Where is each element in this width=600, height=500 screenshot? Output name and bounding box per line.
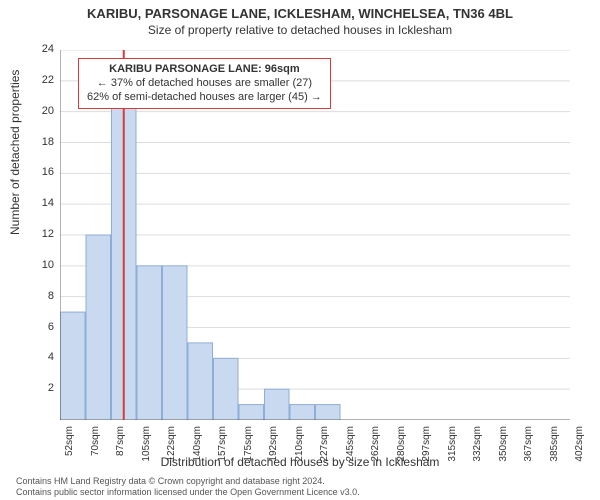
marker-callout: KARIBU PARSONAGE LANE: 96sqm ← 37% of de… xyxy=(78,58,331,109)
histogram-bar xyxy=(316,405,341,420)
page-title: KARIBU, PARSONAGE LANE, ICKLESHAM, WINCH… xyxy=(0,6,600,21)
y-tick-label: 8 xyxy=(14,290,54,302)
histogram-bar xyxy=(163,266,188,420)
y-tick-label: 22 xyxy=(14,74,54,86)
histogram-bar xyxy=(265,389,290,420)
page-subtitle: Size of property relative to detached ho… xyxy=(0,23,600,37)
histogram-bar xyxy=(188,343,213,420)
attribution-footer: Contains HM Land Registry data © Crown c… xyxy=(16,476,360,497)
y-tick-label: 16 xyxy=(14,166,54,178)
y-tick-label: 10 xyxy=(14,259,54,271)
footer-line2: Contains public sector information licen… xyxy=(16,487,360,497)
y-tick-label: 4 xyxy=(14,351,54,363)
x-axis-label: Distribution of detached houses by size … xyxy=(0,455,600,469)
histogram-bar xyxy=(137,266,162,420)
y-tick-label: 2 xyxy=(14,382,54,394)
histogram-bar xyxy=(290,405,315,420)
y-tick-label: 20 xyxy=(14,105,54,117)
y-tick-label: 18 xyxy=(14,136,54,148)
callout-line-smaller: ← 37% of detached houses are smaller (27… xyxy=(87,77,322,91)
histogram-bar xyxy=(214,358,239,420)
footer-line1: Contains HM Land Registry data © Crown c… xyxy=(16,476,360,486)
y-tick-label: 6 xyxy=(14,321,54,333)
y-tick-label: 24 xyxy=(14,43,54,55)
histogram-bar xyxy=(86,235,111,420)
callout-title: KARIBU PARSONAGE LANE: 96sqm xyxy=(87,63,322,77)
y-tick-label: 14 xyxy=(14,197,54,209)
callout-line-larger: 62% of semi-detached houses are larger (… xyxy=(87,91,322,105)
y-axis-label: Number of detached properties xyxy=(8,70,22,235)
histogram-bar xyxy=(239,405,264,420)
histogram-bar xyxy=(61,312,86,420)
y-tick-label: 12 xyxy=(14,228,54,240)
